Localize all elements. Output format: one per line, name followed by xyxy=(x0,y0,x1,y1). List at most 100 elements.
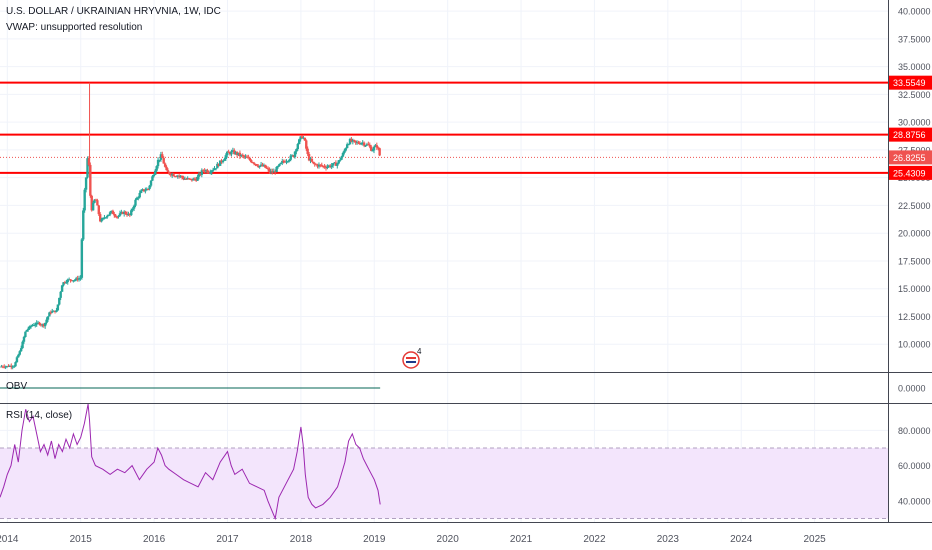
candle-body xyxy=(158,159,161,161)
x-tick-label: 2016 xyxy=(143,534,166,545)
symbol-title[interactable]: U.S. DOLLAR / UKRAINIAN HRYVNIA, 1W, IDC xyxy=(6,6,221,17)
candle-body xyxy=(302,137,305,139)
candle-body xyxy=(372,146,376,151)
candle-body xyxy=(130,210,133,216)
candle-body xyxy=(128,213,132,216)
candle-body xyxy=(180,175,184,178)
candle-body xyxy=(300,136,304,138)
rsi-pane-title[interactable]: RSI (14, close) xyxy=(6,410,73,421)
candle-body xyxy=(75,278,78,280)
pane-separators xyxy=(0,0,932,523)
candle-body xyxy=(53,310,57,313)
candle-body xyxy=(101,217,105,220)
candle-body xyxy=(241,154,244,156)
candle-body xyxy=(83,189,86,211)
candle-body xyxy=(90,195,93,211)
candle-body xyxy=(206,170,209,173)
candle-body xyxy=(290,155,294,157)
candle-body xyxy=(213,168,216,170)
candle-body xyxy=(259,164,263,166)
candle-body xyxy=(34,324,37,326)
candle-body xyxy=(320,164,323,166)
candle-body xyxy=(297,139,301,145)
candle-body xyxy=(377,147,380,149)
candle-body xyxy=(114,215,117,217)
candle-body xyxy=(28,326,31,329)
candle-body xyxy=(278,163,281,167)
candle-body xyxy=(207,172,211,174)
candle-body xyxy=(36,322,40,324)
candle-body xyxy=(4,366,7,368)
candle-body xyxy=(89,164,92,196)
candle-body xyxy=(77,278,81,280)
candle-body xyxy=(190,178,194,181)
candle-body xyxy=(192,178,195,181)
candle-body xyxy=(269,171,273,173)
candle-body xyxy=(59,291,62,298)
obv-tick-label: 0.0000 xyxy=(898,384,926,394)
candle-body xyxy=(261,164,264,167)
candle-body xyxy=(368,144,371,147)
level-label: 33.5549 xyxy=(893,78,926,88)
candle-body xyxy=(281,161,284,163)
y-tick-label: 17.5000 xyxy=(898,256,931,266)
candle-body xyxy=(135,197,139,200)
candle-body xyxy=(162,157,165,164)
candle-body xyxy=(111,210,115,215)
candle-body xyxy=(32,325,36,327)
candle-body xyxy=(347,144,350,146)
candle-body xyxy=(317,164,321,167)
candle-body xyxy=(271,171,274,173)
candle-body xyxy=(279,162,283,164)
candle-body xyxy=(237,152,240,156)
candle-body xyxy=(314,164,318,166)
candle-body xyxy=(221,160,225,163)
candle-body xyxy=(139,190,143,193)
x-tick-label: 2025 xyxy=(803,534,826,545)
candle-body xyxy=(286,161,290,163)
candle-body xyxy=(161,154,164,158)
candle-body xyxy=(233,150,236,154)
candle-body xyxy=(250,160,253,163)
y-tick-label: 35.0000 xyxy=(898,62,931,72)
candle-body xyxy=(94,199,98,201)
candle-body xyxy=(159,154,163,160)
candle-body xyxy=(185,178,188,180)
candle-body xyxy=(97,205,100,215)
candle-body xyxy=(282,161,285,163)
candle-body xyxy=(289,155,292,160)
obv-pane-title[interactable]: OBV xyxy=(6,381,28,392)
candle-body xyxy=(375,145,379,148)
candle-body xyxy=(39,324,43,326)
candle-body xyxy=(154,170,157,175)
candle-body xyxy=(251,162,254,164)
candle-body xyxy=(326,166,329,169)
candle-body xyxy=(15,357,19,363)
vwap-status[interactable]: VWAP: unsupported resolution xyxy=(6,22,143,33)
candle-body xyxy=(72,280,75,282)
candle-body xyxy=(358,143,362,145)
candle-body xyxy=(321,165,325,167)
candle-body xyxy=(223,159,226,161)
candle-body xyxy=(350,139,353,142)
candle-body xyxy=(211,169,215,171)
candle-body xyxy=(371,150,374,152)
level-label-bg xyxy=(889,127,932,142)
candle-body xyxy=(344,148,347,151)
y-tick-label: 15.0000 xyxy=(898,284,931,294)
candle-body xyxy=(313,163,316,165)
candle-body xyxy=(21,341,24,349)
rsi-series xyxy=(0,403,381,521)
candle-body xyxy=(91,202,95,211)
candle-body xyxy=(272,171,275,173)
time-axis[interactable]: 2014 2015 2016 2017 2018 2019 2020 2021 2022 2023… xyxy=(0,534,826,545)
y-tick-label: 20.0000 xyxy=(898,229,931,239)
candle-body xyxy=(142,189,146,192)
candle-body xyxy=(329,165,332,168)
candle-body xyxy=(29,325,33,327)
x-tick-label: 2015 xyxy=(70,534,93,545)
event-badge[interactable]: 4 xyxy=(402,347,422,369)
candle-body xyxy=(203,170,206,172)
rsi-tick-label: 40.0000 xyxy=(898,496,931,506)
